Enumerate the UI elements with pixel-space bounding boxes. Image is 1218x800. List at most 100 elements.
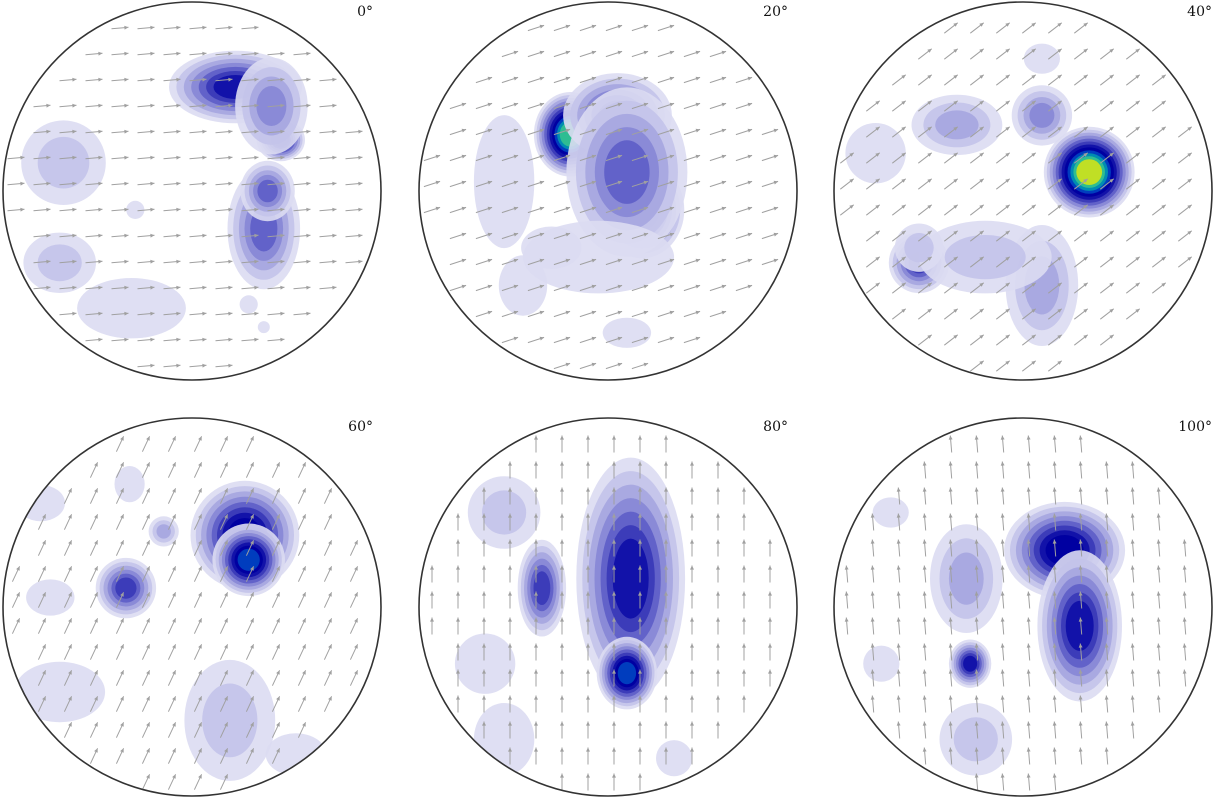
field-arrow: [241, 103, 259, 108]
field-arrow: [501, 258, 519, 266]
field-arrow: [716, 617, 720, 635]
field-arrow: [974, 539, 979, 557]
field-arrow: [1000, 591, 1005, 609]
density-contour: [114, 466, 145, 503]
field-arrow: [638, 721, 642, 739]
field-arrow: [115, 592, 125, 608]
field-arrow: [167, 722, 177, 738]
field-arrow: [657, 284, 675, 292]
field-arrow: [345, 155, 363, 160]
field-arrow: [579, 180, 597, 188]
field-arrow: [141, 618, 151, 634]
field-arrow: [1156, 591, 1161, 609]
field-arrow: [193, 670, 203, 686]
field-arrow: [475, 76, 493, 84]
field-arrow: [63, 566, 73, 582]
field-arrow: [1151, 204, 1167, 216]
field-arrow: [974, 747, 979, 765]
field-arrow: [1000, 669, 1005, 687]
field-arrow: [735, 154, 753, 162]
field-arrow: [241, 311, 259, 316]
field-arrow: [449, 206, 467, 214]
field-arrow: [586, 435, 590, 453]
field-arrow: [605, 310, 623, 318]
field-arrow: [943, 334, 959, 346]
field-arrow: [896, 487, 901, 505]
field-arrow: [742, 695, 746, 713]
pole-figure-panel: 100°: [833, 417, 1213, 797]
field-arrow: [137, 155, 155, 160]
field-arrow: [1078, 591, 1083, 609]
field-arrow: [638, 539, 642, 557]
field-arrow: [683, 128, 701, 136]
field-arrow: [1177, 178, 1193, 190]
field-arrow: [917, 152, 933, 164]
field-arrow: [63, 670, 73, 686]
field-arrow: [943, 22, 959, 34]
field-arrow: [709, 154, 727, 162]
field-arrow: [1021, 334, 1037, 346]
field-arrow: [241, 77, 259, 82]
field-arrow: [1021, 230, 1037, 242]
field-arrow: [163, 311, 181, 316]
field-arrow: [974, 695, 979, 713]
field-arrow: [85, 129, 103, 134]
panel-background: [834, 418, 1212, 796]
field-arrow: [742, 643, 746, 661]
field-arrow: [1078, 565, 1083, 583]
field-arrow: [891, 282, 907, 294]
field-arrow: [709, 180, 727, 188]
field-arrow: [1125, 152, 1141, 164]
field-arrow: [1125, 74, 1141, 86]
density-contour: [602, 317, 652, 348]
field-arrow: [690, 487, 694, 505]
field-arrow: [163, 285, 181, 290]
field-arrow: [449, 128, 467, 136]
density-contour: [521, 226, 582, 269]
field-arrow: [969, 22, 985, 34]
field-arrow: [948, 565, 953, 583]
field-arrow: [11, 618, 21, 634]
field-arrow: [189, 311, 207, 316]
field-arrow: [839, 178, 855, 190]
field-arrow: [631, 76, 649, 84]
density-contour: [604, 140, 650, 204]
field-arrow: [111, 207, 129, 212]
density-contour: [953, 717, 998, 762]
field-arrow: [638, 747, 642, 765]
field-arrow: [1151, 152, 1167, 164]
field-arrow: [579, 206, 597, 214]
field-arrow: [167, 592, 177, 608]
field-arrow: [1047, 334, 1063, 346]
field-arrow: [657, 76, 675, 84]
field-arrow: [870, 565, 875, 583]
field-arrow: [974, 669, 979, 687]
field-arrow: [293, 207, 311, 212]
field-arrow: [969, 48, 985, 60]
field-arrow: [271, 696, 281, 712]
field-arrow: [163, 129, 181, 134]
field-arrow: [85, 51, 103, 56]
field-arrow: [553, 232, 571, 240]
field-arrow: [189, 285, 207, 290]
field-arrow: [605, 50, 623, 58]
field-arrow: [579, 258, 597, 266]
field-arrow: [241, 25, 259, 30]
field-arrow: [657, 232, 675, 240]
field-arrow: [534, 747, 538, 765]
field-arrow: [974, 565, 979, 583]
field-arrow: [37, 618, 47, 634]
field-arrow: [89, 722, 99, 738]
field-arrow: [1052, 773, 1057, 791]
field-arrow: [716, 565, 720, 583]
field-arrow: [664, 435, 668, 453]
field-arrow: [163, 155, 181, 160]
field-arrow: [948, 721, 953, 739]
field-arrow: [683, 154, 701, 162]
field-arrow: [163, 207, 181, 212]
field-arrow: [111, 233, 129, 238]
field-arrow: [891, 256, 907, 268]
field-arrow: [245, 592, 255, 608]
field-arrow: [1026, 747, 1031, 765]
field-arrow: [271, 618, 281, 634]
